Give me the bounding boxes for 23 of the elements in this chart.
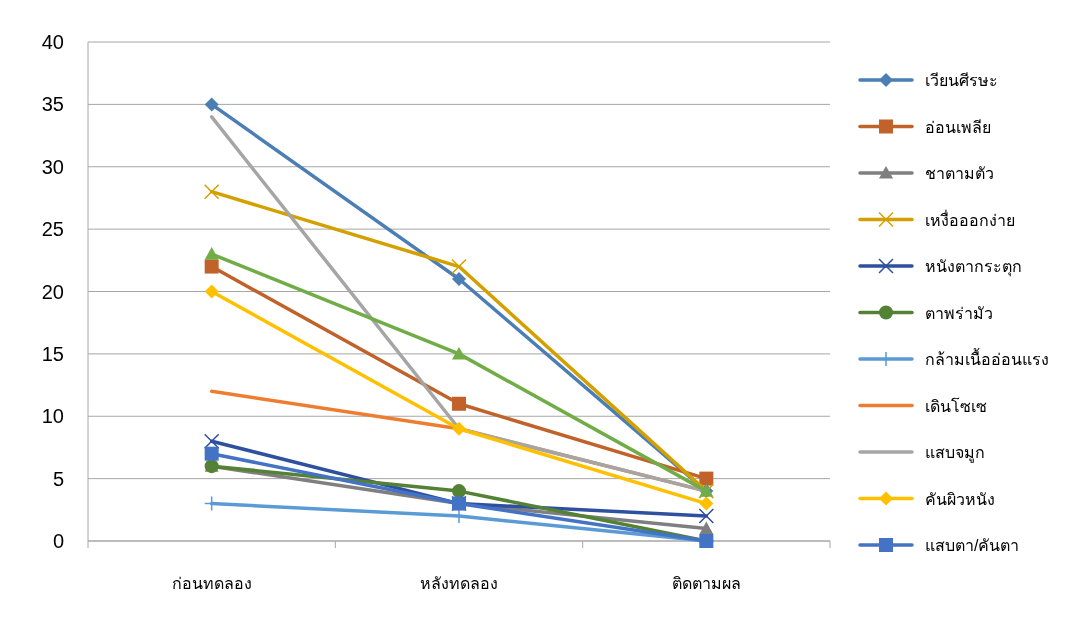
legend-label: หนังตากระตุก (925, 258, 1022, 277)
x-tick-label: ติดตามผล (671, 575, 741, 592)
y-tick-label: 30 (41, 155, 64, 178)
legend-label: อ่อนเพลีย (925, 118, 991, 136)
y-tick-label: 10 (41, 405, 64, 428)
y-tick-label: 0 (52, 530, 64, 552)
legend-label: เดินโซเซ (925, 396, 987, 415)
legend-label: เวียนศีรษะ (925, 72, 998, 89)
legend-label: คันผิวหนัง (925, 490, 995, 508)
y-tick-label: 25 (41, 218, 64, 241)
y-tick-label: 5 (52, 467, 64, 490)
y-tick-label: 40 (41, 31, 64, 53)
legend-label: ตาพร่ามัว (925, 304, 993, 322)
legend-label: เหงื่อออกง่าย (925, 208, 1015, 229)
x-tick-label: ก่อนทดลอง (171, 575, 252, 592)
y-tick-label: 20 (41, 280, 64, 303)
legend-label: ชาตามตัว (925, 165, 994, 182)
legend-label: แสบตา/คันตา (925, 537, 1020, 554)
x-tick-label: หลังทดลอง (420, 575, 498, 592)
y-tick-label: 35 (41, 93, 64, 116)
legend-label: กล้ามเนื้ออ่อนแรง (925, 348, 1049, 368)
y-tick-label: 15 (41, 342, 64, 365)
legend-label: แสบจมูก (925, 444, 985, 463)
